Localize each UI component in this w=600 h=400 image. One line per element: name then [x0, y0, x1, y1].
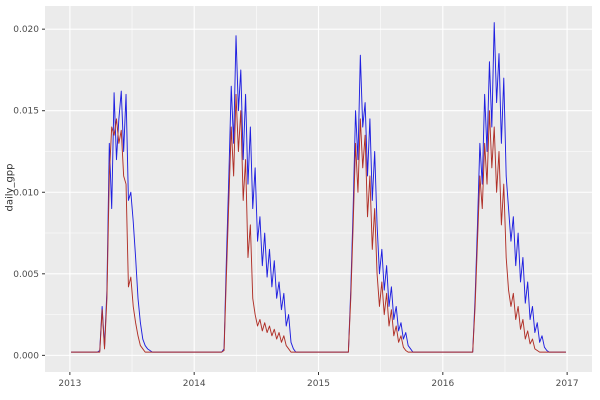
y-tick-label: 0.015 [13, 107, 39, 117]
series-line-red [71, 93, 566, 353]
x-tick-label: 2015 [307, 379, 330, 389]
x-tick-label: 2014 [183, 379, 206, 389]
y-tick-label: 0.010 [13, 188, 39, 198]
x-tick-label: 2017 [556, 379, 579, 389]
y-tick-label: 0.005 [13, 270, 39, 280]
x-tick-label: 2013 [58, 379, 81, 389]
y-tick-label: 0.000 [13, 351, 39, 361]
y-tick-label: 0.020 [13, 25, 39, 35]
x-tick-label: 2016 [431, 379, 454, 389]
